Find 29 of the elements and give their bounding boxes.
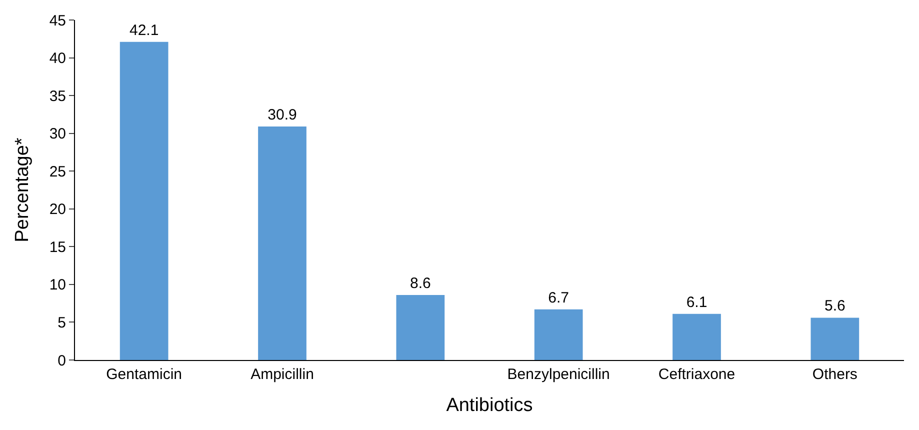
y-tick-label: 10	[49, 276, 66, 294]
x-tick-label: Others	[812, 366, 858, 383]
x-tick-label: Gentamicin	[106, 366, 182, 383]
bar	[396, 295, 445, 360]
y-tick-label: 40	[49, 50, 66, 68]
x-tick-label: Ampicillin	[250, 366, 314, 383]
x-axis-title: Antibiotics	[446, 394, 533, 416]
y-tick-label: 20	[49, 201, 66, 218]
bar	[810, 318, 860, 360]
bar	[534, 309, 583, 360]
y-axis-title: Percentage*	[12, 137, 34, 242]
y-tick-label: 5	[58, 314, 66, 332]
data-label: 6.1	[686, 294, 708, 311]
bar	[120, 42, 168, 360]
data-label: 5.6	[824, 298, 846, 315]
y-tick-label: 35	[49, 88, 66, 105]
bar	[258, 126, 306, 360]
bar	[672, 314, 721, 360]
data-label: 8.6	[410, 275, 431, 292]
data-label: 6.7	[548, 289, 570, 306]
x-tick-label: Ceftriaxone	[658, 366, 736, 383]
y-tick-label: 0	[58, 352, 66, 370]
data-label: 42.1	[129, 22, 159, 39]
y-tick-label: 30	[49, 126, 66, 143]
y-tick-label: 15	[49, 238, 66, 256]
x-tick-label: Benzylpenicillin	[507, 366, 610, 383]
data-label: 30.9	[268, 106, 297, 124]
y-tick-label: 25	[49, 163, 66, 180]
y-tick-label: 45	[49, 12, 66, 30]
